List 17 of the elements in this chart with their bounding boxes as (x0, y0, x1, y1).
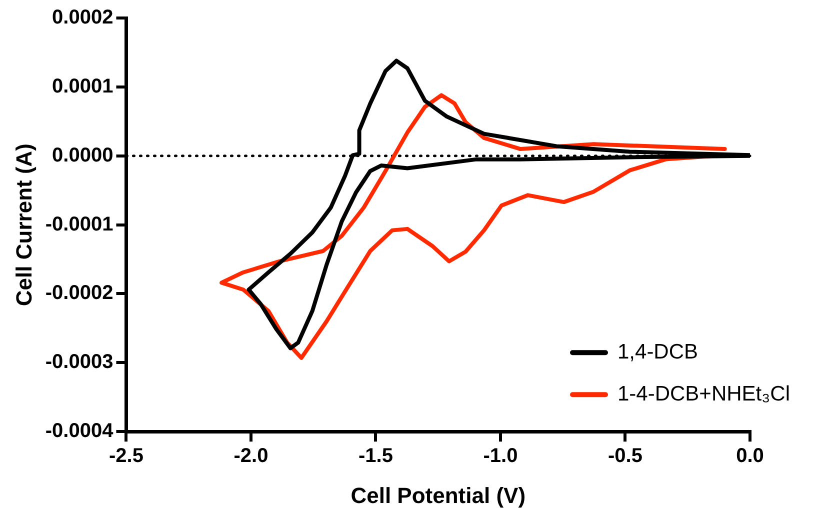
y-tick-label: -0.0004 (45, 420, 114, 442)
x-tick-label: 0.0 (736, 445, 764, 468)
y-tick-label: -0.0003 (45, 351, 114, 374)
x-tick-label: -1.0 (483, 445, 518, 468)
x-tick-label: -2.0 (234, 445, 268, 468)
x-tick-label: -2.5 (109, 445, 144, 468)
y-axis-title: Cell Current (A) (11, 144, 36, 306)
x-axis-title: Cell Potential (V) (350, 482, 526, 508)
y-tick-label: -0.0001 (45, 213, 114, 236)
x-tick-label: -1.5 (358, 445, 393, 468)
y-tick-label: -0.0002 (45, 282, 114, 304)
legend-label: 1-4-DCB+NHEt₃Cl (618, 382, 790, 406)
y-tick-label: 0.0002 (52, 6, 114, 29)
legend-label: 1,4-DCB (618, 340, 698, 364)
y-tick-label: 0.0000 (52, 144, 114, 166)
x-tick-label: -0.5 (608, 445, 642, 468)
y-tick-label: 0.0001 (52, 75, 114, 98)
